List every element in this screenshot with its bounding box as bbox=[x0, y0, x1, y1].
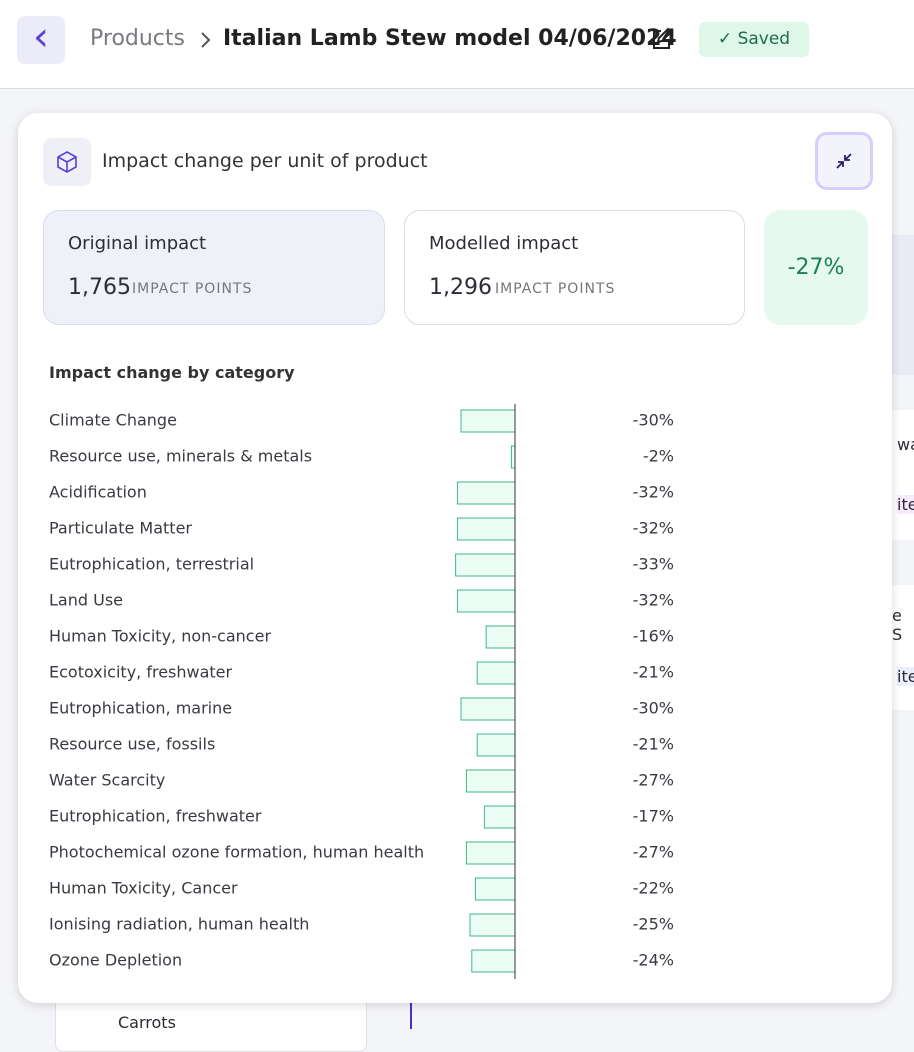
category-label: Eutrophication, marine bbox=[49, 699, 232, 718]
value-label: -24% bbox=[633, 951, 674, 970]
bar bbox=[510, 445, 516, 469]
value-label: -22% bbox=[633, 879, 674, 898]
bar bbox=[474, 877, 516, 901]
card-value: 1,296 bbox=[429, 275, 492, 300]
saved-badge: ✓ Saved bbox=[699, 22, 809, 57]
category-label: Particulate Matter bbox=[49, 519, 192, 538]
breadcrumb[interactable]: Products bbox=[90, 26, 185, 51]
category-label: Eutrophication, freshwater bbox=[49, 807, 262, 826]
category-label: Ecotoxicity, freshwater bbox=[49, 663, 233, 682]
bar bbox=[485, 625, 516, 649]
header: ‹ Products Italian Lamb Stew model 04/06… bbox=[0, 0, 914, 89]
status: Saved bbox=[737, 29, 791, 49]
value-label: -27% bbox=[633, 771, 674, 790]
value-label: -32% bbox=[633, 519, 674, 538]
value-label: -27% bbox=[633, 843, 674, 862]
value-label: -30% bbox=[633, 411, 674, 430]
bar bbox=[460, 697, 516, 721]
chevron bbox=[201, 32, 211, 48]
section-title: Impact change by category bbox=[49, 363, 295, 382]
bg-text: e S bbox=[892, 606, 903, 644]
category-label: Acidification bbox=[49, 483, 147, 502]
bg-line bbox=[410, 1000, 412, 1029]
category-label: Climate Change bbox=[49, 411, 177, 430]
chart: Climate Change -30% Resource use, minerals… bbox=[49, 404, 674, 979]
card-label: Original impact bbox=[68, 233, 207, 254]
edit-icon[interactable] bbox=[649, 27, 675, 53]
category-label: Ozone Depletion bbox=[49, 951, 182, 970]
category-label: Resource use, fossils bbox=[49, 735, 215, 754]
value-label: -16% bbox=[633, 627, 674, 646]
original-card: Original impact 1,765 IMPACT POINTS bbox=[43, 210, 385, 325]
bg-text: ite bbox=[897, 495, 914, 514]
bar bbox=[456, 481, 516, 505]
value-label: -17% bbox=[633, 807, 674, 826]
category-label: Ionising radiation, human health bbox=[49, 915, 309, 934]
value-label: -32% bbox=[633, 483, 674, 502]
card-unit: IMPACT POINTS bbox=[495, 281, 616, 297]
bg-text: wa bbox=[897, 435, 914, 454]
category-label: Water Scarcity bbox=[49, 771, 165, 790]
panel-title: Impact change per unit of product bbox=[102, 150, 428, 172]
page-title: Italian Lamb Stew model 04/06/2024 bbox=[223, 26, 677, 51]
panel-icon bbox=[43, 138, 91, 186]
value-label: -30% bbox=[633, 699, 674, 718]
category-label: Human Toxicity, Cancer bbox=[49, 879, 238, 898]
bar bbox=[456, 589, 516, 613]
category-label: Land Use bbox=[49, 591, 123, 610]
collapse-button[interactable] bbox=[815, 132, 873, 190]
change-card: -27% bbox=[764, 210, 868, 325]
bar bbox=[476, 733, 516, 757]
bar bbox=[471, 949, 516, 973]
bar bbox=[460, 409, 516, 433]
category-label: Human Toxicity, non-cancer bbox=[49, 627, 271, 646]
value-label: -2% bbox=[643, 447, 674, 466]
card-unit: IMPACT POINTS bbox=[132, 281, 253, 297]
value-label: -32% bbox=[633, 591, 674, 610]
category-label: Eutrophication, terrestrial bbox=[49, 555, 254, 574]
bg-card bbox=[892, 235, 914, 375]
bar bbox=[483, 805, 516, 829]
category-label: Photochemical ozone formation, human hea… bbox=[49, 843, 424, 862]
value-label: -25% bbox=[633, 915, 674, 934]
bar bbox=[456, 517, 516, 541]
category-label: Resource use, minerals & metals bbox=[49, 447, 312, 466]
value-label: -33% bbox=[633, 555, 674, 574]
back-button[interactable]: ‹ bbox=[17, 16, 65, 64]
bar bbox=[455, 553, 516, 577]
value-label: -21% bbox=[633, 735, 674, 754]
value-label: -21% bbox=[633, 663, 674, 682]
bar bbox=[469, 913, 516, 937]
bar bbox=[476, 661, 516, 685]
bar bbox=[465, 841, 516, 865]
bg-text: ite bbox=[897, 667, 914, 686]
card-label: Modelled impact bbox=[429, 233, 579, 254]
bar bbox=[465, 769, 516, 793]
modelled-card: Modelled impact 1,296 IMPACT POINTS bbox=[404, 210, 745, 325]
bg-item: Carrots bbox=[118, 1013, 176, 1032]
card-value: 1,765 bbox=[68, 275, 131, 300]
